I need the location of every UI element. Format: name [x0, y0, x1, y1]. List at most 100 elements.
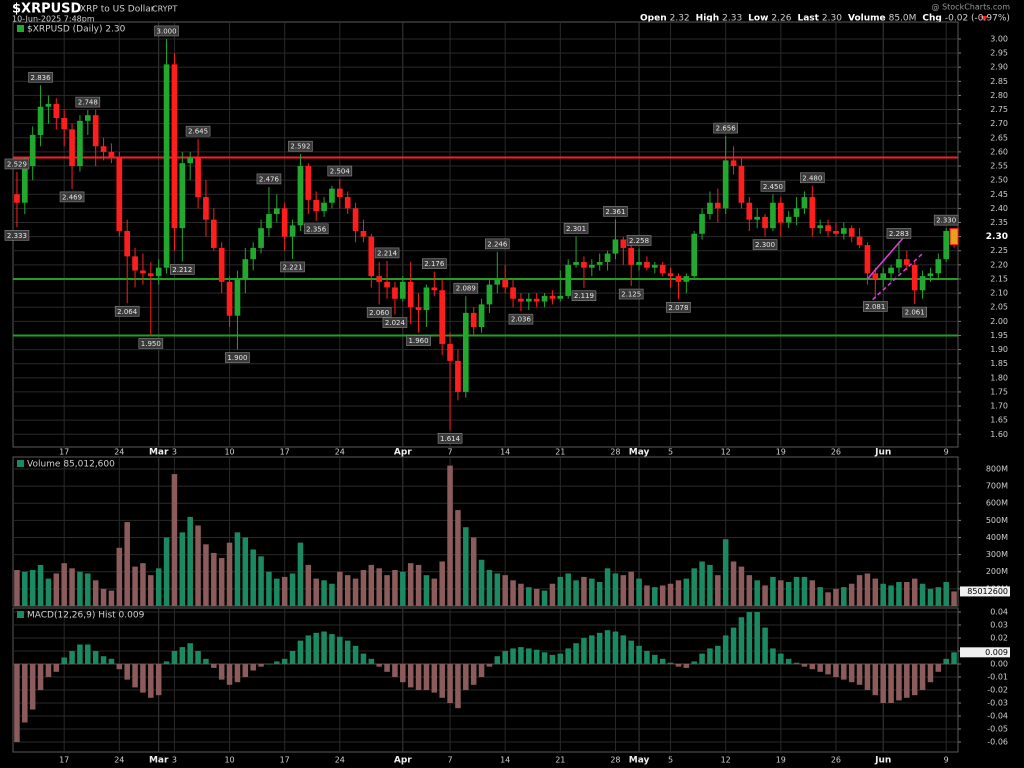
- bar: [691, 661, 697, 665]
- bar: [730, 627, 737, 665]
- bar: [179, 532, 186, 606]
- candle-body: [943, 230, 950, 260]
- annotation-label: 2.064: [117, 308, 138, 316]
- bar: [337, 636, 343, 665]
- candle-body: [817, 225, 824, 229]
- bar: [203, 658, 209, 665]
- bar: [573, 643, 579, 665]
- candle-body: [116, 157, 123, 231]
- x-tick-label: 14: [500, 448, 510, 457]
- annotation-label: 1.614: [440, 435, 461, 443]
- annotation-box: [28, 71, 53, 83]
- bar: [785, 582, 792, 606]
- bar: [45, 578, 52, 606]
- candle-body: [588, 264, 595, 268]
- candle-body: [242, 259, 249, 279]
- y-tick-label: -0.02: [987, 686, 1008, 695]
- candle-body: [518, 298, 524, 302]
- candle-body: [770, 202, 776, 229]
- last-value-label: 0.009: [985, 648, 1008, 657]
- bar: [132, 566, 138, 606]
- bar: [707, 648, 713, 665]
- bar: [848, 583, 855, 606]
- bar: [439, 561, 445, 606]
- candle-body: [596, 262, 603, 265]
- annotation-label: 2.529: [7, 160, 27, 168]
- annotation-label: 2.450: [763, 183, 783, 191]
- bar: [171, 651, 178, 665]
- bar: [344, 575, 351, 606]
- quote-value: 2.32: [670, 14, 690, 24]
- annotation-box: [366, 307, 392, 318]
- annotation-box: [902, 306, 927, 318]
- bar: [644, 585, 650, 606]
- y-tick-label: 700M: [986, 482, 1008, 491]
- bar: [163, 661, 170, 665]
- annotation-box: [185, 125, 211, 137]
- candle-body: [92, 115, 99, 147]
- candle-body: [848, 228, 855, 237]
- bar: [376, 568, 382, 606]
- annotation-label: 2.060: [369, 309, 389, 317]
- annotation-box: [626, 235, 652, 246]
- annotation-label: 2.119: [574, 292, 594, 300]
- bar: [896, 664, 902, 701]
- bar: [242, 664, 249, 678]
- bar: [880, 664, 886, 704]
- bar: [754, 612, 760, 665]
- bar: [549, 654, 556, 665]
- panel-title: Volume 85,012,600: [27, 460, 115, 470]
- bar: [715, 575, 721, 606]
- candle-body: [762, 216, 768, 229]
- annotation-label: 2.361: [605, 208, 625, 216]
- annotation-box: [382, 317, 408, 328]
- last-value-box: [960, 586, 1010, 597]
- y-tick-label: 1.70: [990, 402, 1008, 411]
- bar: [108, 658, 115, 665]
- bar: [785, 658, 792, 665]
- bar: [116, 664, 123, 670]
- y-tick-label: 2.05: [990, 303, 1008, 312]
- y-tick-label: 300M: [986, 550, 1008, 559]
- trend-line: [866, 253, 924, 305]
- panel-title: $XRPUSD (Daily) 2.30: [27, 25, 126, 35]
- bar: [652, 587, 658, 606]
- bar: [486, 570, 493, 606]
- candle-body: [336, 188, 343, 198]
- bar: [423, 664, 430, 691]
- bar: [904, 664, 910, 698]
- candle-body: [730, 160, 737, 167]
- bar: [604, 568, 611, 606]
- candle-body: [147, 273, 154, 277]
- annotation-label: 2.078: [668, 304, 688, 312]
- candle-body: [667, 273, 674, 277]
- bar: [305, 635, 312, 665]
- bar: [809, 580, 816, 606]
- candle-body: [746, 202, 753, 220]
- bar: [541, 590, 548, 606]
- bar: [155, 568, 162, 606]
- annotation-label: 2.300: [755, 241, 775, 249]
- bar: [274, 578, 280, 606]
- bar: [825, 664, 831, 675]
- y-tick-label: 2.15: [990, 274, 1008, 283]
- x-month-label: Mar: [149, 448, 169, 458]
- bar: [770, 576, 776, 606]
- y-tick-label: 2.20: [990, 260, 1008, 269]
- bar: [533, 588, 540, 606]
- annotation-label: 2.214: [377, 249, 398, 257]
- annotation-label: 3.000: [157, 27, 177, 35]
- y-tick-label: 400M: [986, 533, 1008, 542]
- bar: [628, 571, 634, 606]
- bar: [510, 648, 516, 665]
- bar: [352, 645, 359, 665]
- panel-frame: [12, 607, 959, 753]
- bar: [667, 583, 674, 606]
- y-tick-label: 1.95: [990, 331, 1008, 340]
- candle-body: [699, 214, 705, 234]
- bar: [455, 664, 461, 709]
- annotation-box: [303, 223, 329, 235]
- candle-body: [266, 214, 272, 229]
- candle-body: [840, 228, 847, 234]
